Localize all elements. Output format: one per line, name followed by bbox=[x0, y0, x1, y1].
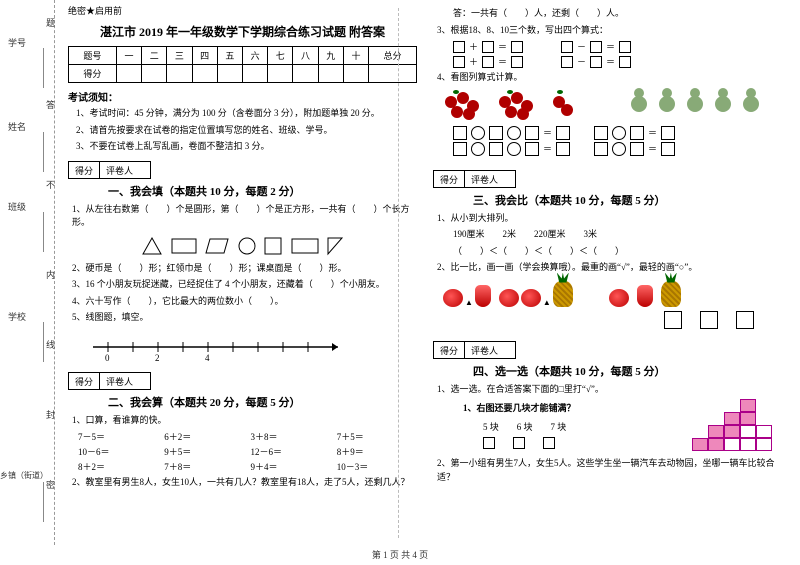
q3-2: 2、比一比，画一画（学会换算哦）。最重的画“√”，最轻的画“○”。 bbox=[437, 261, 782, 275]
block-grid bbox=[692, 399, 782, 454]
triangle-icon bbox=[326, 236, 344, 256]
rectangle-icon bbox=[170, 237, 198, 255]
q1-5: 5、线图题，填空。 bbox=[72, 311, 417, 325]
right-column: 答：一共有（ ）人，还剩（ ）人。 3、根据18、8、10三个数，写出四个算式：… bbox=[425, 4, 790, 545]
score-table: 题号 一 二 三 四 五 六 七 八 九 十 总分 得分 bbox=[68, 46, 417, 83]
q1-4: 4、六十写作（ ），它比最大的两位数小（ ）。 bbox=[72, 295, 417, 309]
apple-figure bbox=[443, 92, 581, 122]
exam-title: 湛江市 2019 年一年级数学下学期综合练习试题 附答案 bbox=[68, 23, 417, 40]
q3-1: 1、从小到大排列。 bbox=[437, 212, 782, 226]
grading-box: 得分评卷人 bbox=[433, 341, 516, 359]
equation-row: ＝ ＝ bbox=[453, 126, 782, 140]
equation-row: ＋＝ －＝ bbox=[453, 55, 782, 68]
q2-3: 3、根据18、8、10三个数，写出四个算式： bbox=[437, 24, 782, 38]
equation-row: ＝ ＝ bbox=[453, 142, 782, 156]
notice-heading: 考试须知： bbox=[68, 89, 417, 104]
svg-text:4: 4 bbox=[205, 353, 210, 361]
circle-icon bbox=[237, 236, 257, 256]
number-line: 0 2 4 bbox=[88, 333, 417, 364]
svg-text:2: 2 bbox=[155, 353, 160, 361]
grading-box: 得分评卷人 bbox=[68, 372, 151, 390]
section4-title: 四、选一选（本题共 10 分，每题 5 分） bbox=[473, 363, 782, 379]
rectangle-icon bbox=[290, 237, 320, 255]
grading-box: 得分评卷人 bbox=[433, 170, 516, 188]
secret-label: 绝密★启用前 bbox=[68, 4, 417, 17]
q1-1: 1、从左往右数第（ ）个是圆形，第（ ）个是正方形，一共有（ ）个长方形。 bbox=[72, 203, 417, 230]
left-column: 绝密★启用前 湛江市 2019 年一年级数学下学期综合练习试题 附答案 题号 一… bbox=[60, 4, 425, 545]
shape-row bbox=[68, 236, 417, 256]
square-icon bbox=[263, 236, 283, 256]
svg-text:0: 0 bbox=[105, 353, 110, 361]
q4-sub1: 1、右图还要几块才能铺满？ bbox=[463, 402, 686, 416]
binding-label: 乡镇（街道） bbox=[0, 470, 48, 481]
answer-boxes bbox=[443, 311, 754, 329]
column-divider bbox=[398, 8, 399, 538]
choice-row: 5 块 6 块 7 块 bbox=[483, 420, 686, 433]
binding-margin: 学号 姓名 班级 学校 乡镇（街道） 题 答 不 内 线 封 密 bbox=[0, 0, 55, 545]
q4-2: 2、第一小组有男生7人，女生5人。这些学生坐一辆汽车去动物园，坐哪一辆车比较合适… bbox=[437, 457, 782, 484]
q4-1: 1、选一选。在合适答案下面的□里打“√”。 bbox=[437, 383, 782, 397]
q3-brackets: （ ）＜（ ）＜（ ）＜（ ） bbox=[453, 245, 782, 259]
section3-title: 三、我会比（本题共 10 分，每题 5 分） bbox=[473, 192, 782, 208]
monkey-figure bbox=[628, 88, 762, 116]
binding-label: 班级 bbox=[8, 200, 26, 213]
q2-2: 2、教室里有男生8人，女生10人，一共有几人？教室里有18人，走了5人，还剩几人… bbox=[72, 476, 417, 490]
choice-boxes bbox=[483, 437, 686, 449]
triangle-icon bbox=[141, 236, 163, 256]
parallelogram-icon bbox=[204, 237, 230, 255]
q3-values: 190厘米 2米 220厘米 3米 bbox=[453, 228, 782, 242]
section2-title: 二、我会算（本题共 20 分，每题 5 分） bbox=[108, 394, 417, 410]
binding-label: 学号 bbox=[8, 36, 26, 49]
compare-figure: ▲ ▲ bbox=[443, 281, 782, 307]
q2-4: 4、看图列算式计算。 bbox=[437, 71, 782, 85]
notice-item: 3、不要在试卷上乱写乱画，卷面不整洁扣 3 分。 bbox=[76, 140, 417, 154]
q1-2: 2、硬币是（ ）形；红领巾是（ ）形；课桌面是（ ）形。 bbox=[72, 262, 417, 276]
notice-item: 1、考试时间：45 分钟，满分为 100 分（含卷面分 3 分），附加题单独 2… bbox=[76, 107, 417, 121]
page-footer: 第 1 页 共 4 页 bbox=[0, 548, 800, 561]
calc-grid: 7－5＝6＋2＝3＋8＝7＋5＝ 10－6＝9＋5＝12－6＝8＋9＝ 8＋2＝… bbox=[78, 430, 417, 473]
section1-title: 一、我会填（本题共 10 分，每题 2 分） bbox=[108, 183, 417, 199]
grading-box: 得分评卷人 bbox=[68, 161, 151, 179]
notice-item: 2、请首先按要求在试卷的指定位置填写您的姓名、班级、学号。 bbox=[76, 124, 417, 138]
q2-1: 1、口算，看谁算的快。 bbox=[72, 414, 417, 428]
binding-label: 姓名 bbox=[8, 120, 26, 133]
answer-line: 答：一共有（ ）人，还剩（ ）人。 bbox=[453, 7, 782, 21]
equation-row: ＋＝ －＝ bbox=[453, 40, 782, 53]
q1-3: 3、16 个小朋友玩捉迷藏，已经捉住了 4 个小朋友，还藏着（ ）个小朋友。 bbox=[72, 278, 417, 292]
binding-label: 学校 bbox=[8, 310, 26, 323]
